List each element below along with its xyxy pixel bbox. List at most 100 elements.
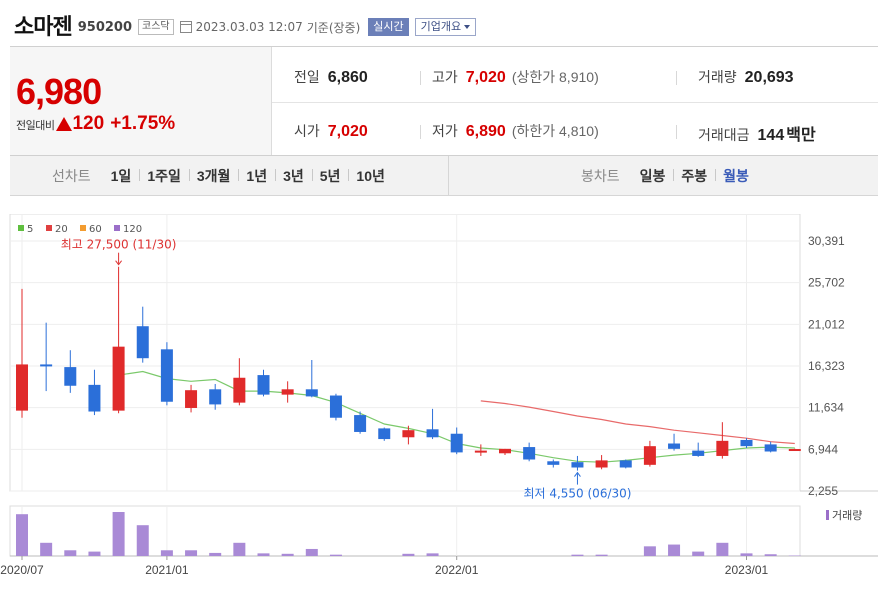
line-chart-label: 선차트 — [52, 167, 91, 184]
candle-body-2021/02 — [185, 390, 198, 408]
y-tick-label: 2,255 — [808, 484, 838, 498]
realtime-button[interactable]: 실시간 — [368, 18, 409, 36]
legend-swatch-ma60 — [80, 225, 86, 231]
candle-body-2020/09 — [64, 367, 77, 386]
line-chart-periods: 선차트 1일 1주일 3개월 1년 3년 5년 10년 — [10, 166, 448, 186]
amount-label: 거래대금 — [698, 127, 750, 143]
period-10year[interactable]: 10년 — [348, 166, 392, 186]
x-tick-label: 2023/01 — [725, 563, 769, 577]
divider — [420, 125, 421, 139]
x-tick-label: 2020/07 — [0, 563, 44, 577]
period-weekly[interactable]: 주봉 — [673, 166, 715, 186]
volume-bar-2020/10 — [88, 551, 101, 556]
price-change: 전일대비 120 +1.75% — [16, 113, 175, 135]
company-overview-dropdown[interactable]: 기업개요 — [414, 18, 477, 36]
low-cell: 저가 6,890 (하한가 4,810) — [432, 121, 599, 141]
volume-bar-2021/08 — [329, 554, 342, 556]
period-1year[interactable]: 1년 — [238, 166, 275, 186]
open-cell: 시가 7,020 — [294, 121, 368, 141]
y-tick-label: 25,702 — [808, 276, 845, 290]
volume-bar-2022/07 — [595, 554, 608, 556]
volume-bar-2021/06 — [281, 553, 294, 556]
candle-body-2022/10 — [668, 443, 681, 449]
prev-close-label: 전일 — [294, 69, 320, 85]
price-chart[interactable]: 30,391 25,702 21,012 16,323 11,634 6,944 2,255… — [0, 214, 878, 594]
candle-body-2021/01 — [160, 349, 173, 402]
y-tick-label: 11,634 — [808, 401, 844, 415]
row-divider — [272, 102, 878, 103]
divider — [448, 155, 449, 196]
amount-unit: 백만 — [786, 127, 816, 144]
candle-body-2020/07 — [16, 364, 28, 411]
period-daily[interactable]: 일봉 — [639, 167, 666, 184]
quote-panel: 6,980 전일대비 120 +1.75% 전일 6,860 고가 7,020 … — [10, 46, 878, 156]
volume-bar-2022/10 — [668, 544, 681, 556]
lower-limit-value: 4,810 — [559, 123, 595, 139]
legend-swatch-ma5 — [18, 225, 24, 231]
prev-close-value: 6,860 — [327, 69, 368, 86]
period-3month[interactable]: 3개월 — [188, 166, 239, 186]
period-1week[interactable]: 1주일 — [139, 166, 189, 186]
quote-details: 전일 6,860 고가 7,020 (상한가 8,910) 거래량 20,693… — [272, 47, 878, 155]
open-label: 시가 — [294, 123, 320, 139]
volume-value: 20,693 — [744, 69, 794, 86]
candle-body-2020/11 — [112, 346, 125, 411]
volume-bar-2021/02 — [185, 550, 198, 556]
x-tick-label: 2021/01 — [145, 563, 189, 577]
candle-body-2023/02 — [764, 444, 777, 452]
volume-bar-2021/03 — [209, 552, 222, 556]
y-tick-label: 6,944 — [808, 442, 838, 456]
stock-name: 소마젠 — [14, 15, 73, 40]
up-triangle-icon — [56, 117, 73, 131]
candle-body-2021/10 — [378, 428, 391, 440]
candle-body-2021/04 — [233, 377, 246, 403]
candle-body-2021/08 — [329, 395, 342, 418]
candle-body-2021/09 — [354, 415, 367, 432]
company-overview-label: 기업개요 — [420, 20, 462, 33]
divider — [420, 71, 421, 85]
period-3year[interactable]: 3년 — [275, 166, 312, 186]
legend-label-ma5: 5 — [27, 224, 33, 235]
candle-body-2023/01 — [740, 439, 753, 447]
volume-bar-2021/11 — [402, 553, 415, 556]
candle-body-2021/11 — [402, 430, 415, 438]
period-5year[interactable]: 5년 — [311, 166, 349, 186]
volume-plot-frame — [9, 505, 801, 557]
legend-label-ma60: 60 — [89, 224, 102, 235]
y-tick-label: 16,323 — [808, 359, 845, 373]
x-tick-label: 2022/01 — [435, 563, 479, 577]
volume-bar-2020/12 — [136, 525, 149, 556]
legend-label-ma20: 20 — [55, 224, 68, 235]
calendar-icon — [179, 21, 192, 33]
y-tick-label: 30,391 — [808, 234, 845, 248]
current-price: 6,980 — [16, 71, 102, 112]
legend-label-ma120: 120 — [123, 224, 142, 235]
divider — [676, 125, 677, 139]
volume-bar-2023/02 — [764, 554, 777, 556]
quote-datetime: 2023.03.03 12:07 — [195, 20, 303, 34]
stock-code: 950200 — [77, 19, 133, 35]
candle-body-2022/09 — [643, 446, 656, 465]
upper-limit: (상한가 8,910) — [511, 69, 599, 85]
candle-body-2023/03 — [788, 449, 801, 452]
high-value: 7,020 — [465, 69, 506, 86]
candle-body-2021/03 — [209, 389, 222, 405]
candle-body-2020/10 — [88, 384, 101, 412]
volume-label: 거래량 — [698, 69, 737, 85]
volume-bar-2022/09 — [643, 546, 656, 556]
volume-bar-2020/11 — [112, 512, 125, 556]
quote-basis: 기준(장중) — [306, 20, 361, 35]
period-1day[interactable]: 1일 — [110, 167, 132, 184]
volume-bar-2022/12 — [716, 542, 729, 556]
low-label: 저가 — [432, 123, 458, 139]
candle-body-2022/01 — [450, 433, 463, 453]
change-percent: +1.75% — [110, 113, 176, 134]
volume-bar-2021/05 — [257, 553, 270, 556]
candle-body-2020/12 — [136, 326, 149, 359]
prev-close-cell: 전일 6,860 — [294, 67, 368, 87]
volume-bar-2020/07 — [16, 514, 28, 556]
amount-cell: 거래대금 144 백만 — [698, 121, 816, 145]
period-monthly[interactable]: 월봉 — [715, 166, 757, 186]
high-annotation: 최고 27,500 (11/30) — [61, 238, 177, 252]
volume-legend-swatch — [826, 510, 829, 520]
